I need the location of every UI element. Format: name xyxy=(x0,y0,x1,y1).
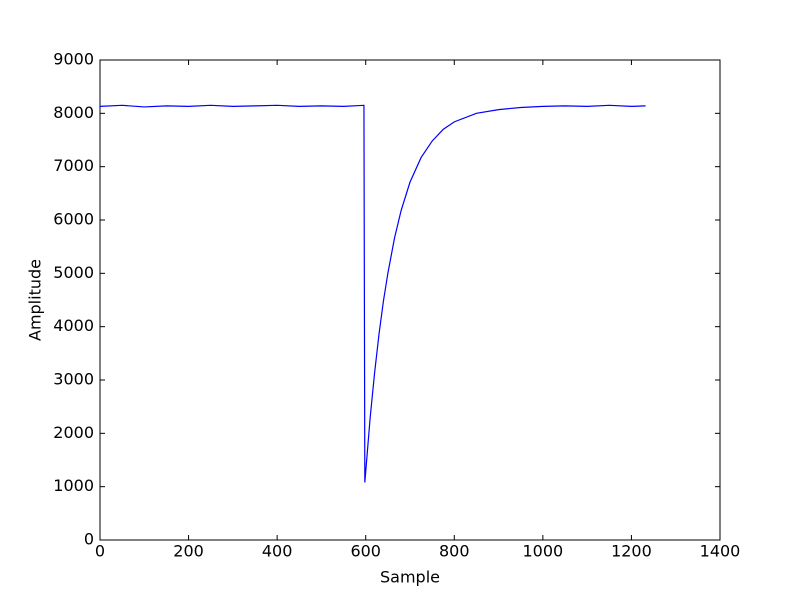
x-tick-label: 600 xyxy=(350,542,381,561)
x-axis-label: Sample xyxy=(380,568,440,587)
plot-frame xyxy=(99,59,721,541)
y-tick-label: 1000 xyxy=(53,476,94,495)
x-tick-label: 400 xyxy=(262,542,293,561)
y-tick-label: 8000 xyxy=(53,103,94,122)
x-tick-label: 1000 xyxy=(522,542,563,561)
data-line xyxy=(99,104,646,483)
x-tick-label: 800 xyxy=(439,542,470,561)
y-tick-label: 6000 xyxy=(53,210,94,229)
y-axis-label: Amplitude xyxy=(26,259,45,341)
x-tick-label: 1200 xyxy=(611,542,652,561)
x-tick-label: 1400 xyxy=(700,542,741,561)
y-tick-label: 3000 xyxy=(53,370,94,389)
y-tick-label: 2000 xyxy=(53,423,94,442)
y-tick-label: 7000 xyxy=(53,156,94,175)
y-tick-label: 5000 xyxy=(53,263,94,282)
y-tick-label: 9000 xyxy=(53,50,94,69)
y-tick-label: 4000 xyxy=(53,316,94,335)
x-tick-label: 0 xyxy=(95,542,105,561)
x-tick-label: 200 xyxy=(173,542,204,561)
y-tick-label: 0 xyxy=(84,530,94,549)
